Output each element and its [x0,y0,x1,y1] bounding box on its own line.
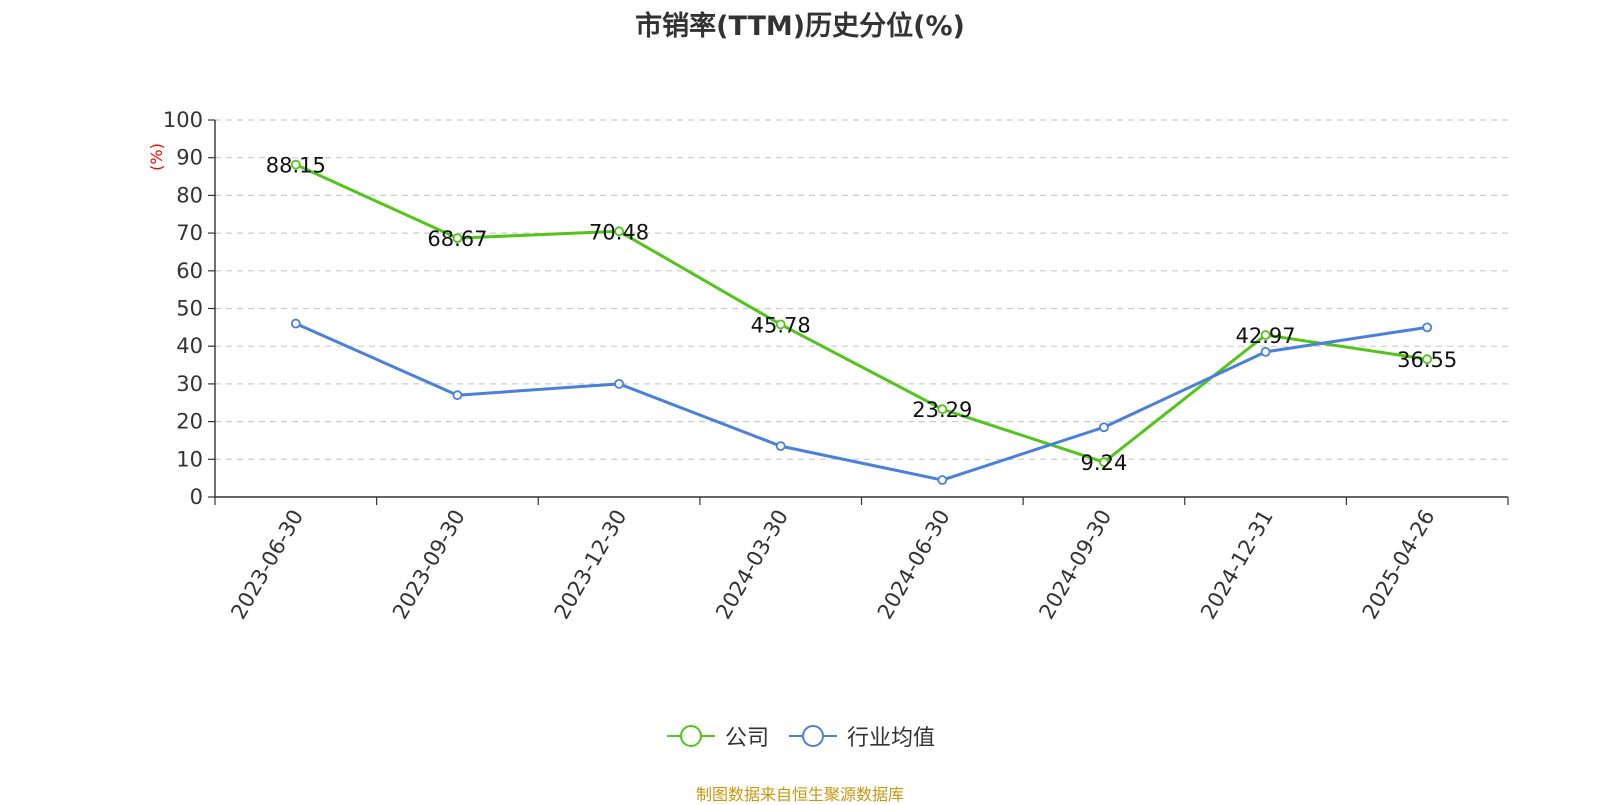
company-point [937,404,948,415]
chart-title: 市销率(TTM)历史分位(%) [635,11,965,42]
industry-point [452,390,463,401]
legend-label-industry: 行业均值 [847,726,936,751]
company-point [1099,457,1109,468]
data-label: 23.29 [912,398,972,422]
company-point [614,226,624,237]
x-tick-label: 2024-06-30 [873,506,955,624]
legend-swatch-company-icon [666,725,715,747]
data-label: 36.55 [1397,348,1457,372]
data-labels: 88.15 68.67 70.48 45.78 23.29 9.24 42.97 36.55 [266,154,1458,475]
y-tick-label: 40 [176,334,203,358]
source-note: 制图数据来自恒生聚源数据库 [695,785,904,804]
company-point [775,319,786,330]
company-point [290,159,301,170]
y-tick-label: 80 [176,183,203,207]
x-tick-label: 2024-09-30 [1034,506,1116,624]
x-tick-label: 2023-09-30 [388,506,470,624]
industry-point [1422,322,1433,333]
x-tick-label: 2024-03-30 [711,506,793,624]
legend-item-industry[interactable]: 行业均值 [787,720,935,752]
x-tick-label: 2024-12-31 [1196,506,1278,624]
series-lines [290,159,1433,485]
y-tick-label: 100 [163,108,203,132]
industry-point [775,441,786,452]
x-tick-label: 2023-06-30 [226,506,308,624]
data-label: 70.48 [589,220,649,244]
industry-point [1260,346,1271,357]
y-axis-label: (%) [147,143,166,171]
y-tick-label: 10 [176,447,203,471]
legend: 公司 行业均值 [0,720,1600,752]
data-label: 88.15 [266,154,326,178]
data-label: 68.67 [427,227,487,251]
y-tick-label: 50 [176,297,203,321]
industry-line [295,322,1428,482]
company-line [295,163,1428,464]
y-tick-label: 20 [176,410,203,434]
x-tick-label: 2023-12-30 [550,506,632,624]
axes: 0 10 20 30 40 50 60 70 80 90 100 (%) 2023-06-30 2023-… [147,108,1509,624]
data-label: 45.78 [751,313,811,337]
x-tick-label: 2025-04-26 [1358,506,1440,624]
y-tick-label: 70 [176,221,203,245]
y-tick-label: 90 [176,146,203,170]
company-point [1422,354,1433,365]
y-tick-label: 30 [176,372,203,396]
industry-point [1099,422,1109,433]
company-point [1260,330,1271,340]
industry-point [290,318,301,329]
legend-swatch-industry-icon [789,725,837,747]
industry-point [614,378,624,389]
company-point [452,233,463,244]
industry-point [937,475,948,485]
y-tick-label: 0 [190,485,203,509]
legend-label-company: 公司 [724,726,769,751]
data-label: 9.24 [1081,451,1128,475]
y-tick-label: 60 [176,259,203,283]
legend-item-company[interactable]: 公司 [665,720,769,752]
grid-lines [215,119,1508,460]
data-label: 42.97 [1236,324,1296,348]
